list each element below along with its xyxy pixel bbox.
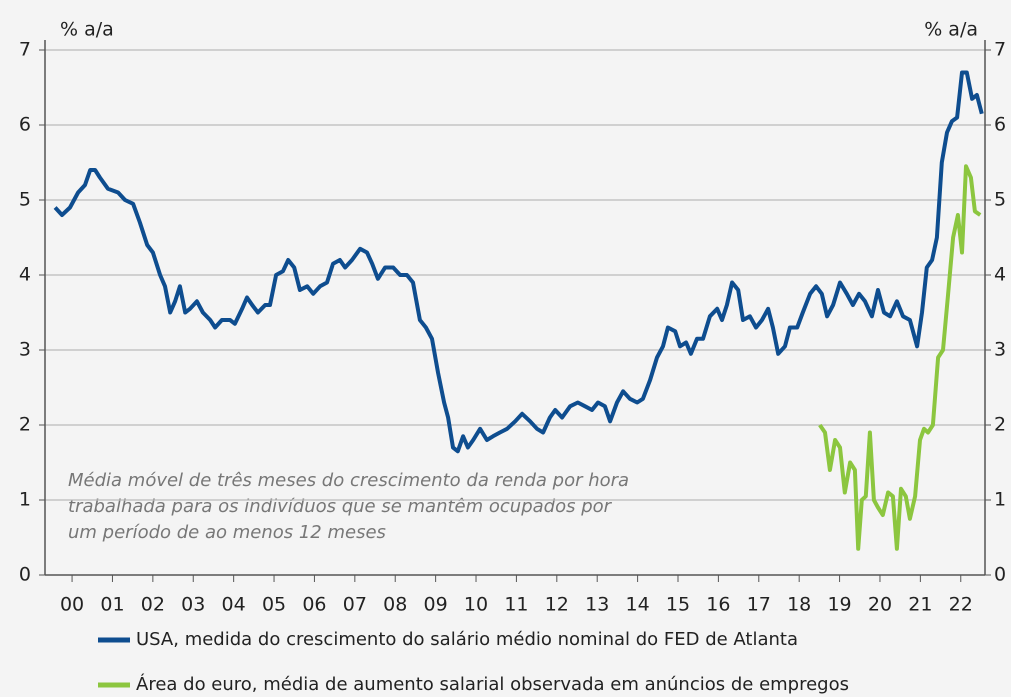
- y2-tick-label: 7: [994, 39, 1006, 61]
- x-tick-label: 15: [666, 594, 690, 616]
- x-tick-label: 01: [100, 594, 124, 616]
- y-tick-label: 1: [19, 489, 31, 511]
- legend-label: USA, medida do crescimento do salário mé…: [136, 629, 798, 650]
- x-tick-label: 03: [181, 594, 205, 616]
- x-tick-label: 04: [222, 594, 246, 616]
- y-tick-label: 3: [19, 339, 31, 361]
- y-unit-label: % a/a: [60, 19, 114, 41]
- x-tick-label: 11: [504, 594, 528, 616]
- series-line: [818, 164, 982, 551]
- x-tick-label: 22: [949, 594, 973, 616]
- x-tick-label: 07: [343, 594, 367, 616]
- series-line: [53, 70, 984, 454]
- y2-tick-label: 4: [994, 264, 1006, 286]
- y2-tick-label: 3: [994, 339, 1006, 361]
- annotation: um período de ao menos 12 meses: [68, 522, 386, 543]
- legend-label: Área do euro, média de aumento salarial …: [136, 673, 849, 695]
- x-tick-label: 13: [585, 594, 609, 616]
- y-tick-label: 6: [19, 114, 31, 136]
- x-tick-label: 20: [868, 594, 892, 616]
- x-tick-label: 19: [827, 594, 851, 616]
- y2-unit-label: % a/a: [924, 19, 978, 41]
- x-tick-label: 06: [302, 594, 326, 616]
- y2-tick-label: 2: [994, 414, 1006, 436]
- y2-tick-label: 1: [994, 489, 1006, 511]
- y-tick-label: 0: [19, 564, 31, 586]
- x-tick-label: 02: [141, 594, 165, 616]
- x-tick-label: 05: [262, 594, 286, 616]
- x-tick-label: 17: [747, 594, 771, 616]
- y2-tick-label: 0: [994, 564, 1006, 586]
- y2-tick-label: 5: [994, 189, 1006, 211]
- y-tick-label: 4: [19, 264, 31, 286]
- x-tick-label: 18: [787, 594, 811, 616]
- annotation: trabalhada para os indivíduos que se man…: [68, 496, 613, 517]
- x-tick-label: 12: [545, 594, 569, 616]
- y2-tick-label: 6: [994, 114, 1006, 136]
- x-tick-label: 16: [706, 594, 730, 616]
- x-tick-label: 10: [464, 594, 488, 616]
- y-tick-label: 5: [19, 189, 31, 211]
- y-tick-label: 2: [19, 414, 31, 436]
- x-tick-label: 14: [626, 594, 650, 616]
- x-tick-label: 09: [424, 594, 448, 616]
- annotation: Média móvel de três meses do crescimento…: [68, 470, 629, 491]
- x-tick-label: 08: [383, 594, 407, 616]
- y-tick-label: 7: [19, 39, 31, 61]
- x-tick-label: 00: [60, 594, 84, 616]
- x-tick-label: 21: [908, 594, 932, 616]
